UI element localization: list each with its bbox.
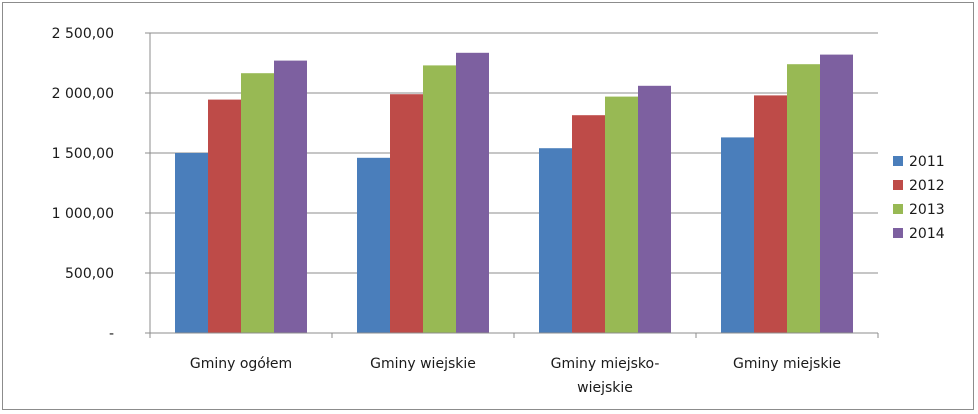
bar-2011-cat-3 bbox=[721, 137, 754, 333]
bar-2013-cat-2 bbox=[605, 96, 638, 333]
y-tick-label: 1 000,00 bbox=[52, 206, 114, 222]
bar-2014-cat-0 bbox=[274, 60, 307, 333]
y-tick-label: 2 500,00 bbox=[52, 26, 114, 42]
legend-label-2014: 2014 bbox=[909, 226, 945, 242]
bar-2014-cat-1 bbox=[456, 52, 489, 334]
legend-label-2012: 2012 bbox=[909, 178, 945, 194]
legend-label-2013: 2013 bbox=[909, 202, 945, 218]
bar-2011-cat-1 bbox=[357, 157, 390, 333]
legend-swatch-2014 bbox=[893, 228, 903, 238]
category-label: Gminy wiejskie bbox=[370, 356, 476, 372]
bar-2013-cat-1 bbox=[423, 65, 456, 334]
bar-2014-cat-3 bbox=[820, 54, 853, 333]
bars bbox=[175, 52, 853, 334]
y-tick-label: 1 500,00 bbox=[52, 146, 114, 162]
legend: 2011 2012 2013 2014 bbox=[893, 154, 945, 242]
legend-label-2011: 2011 bbox=[909, 154, 945, 170]
bar-2011-cat-0 bbox=[175, 153, 208, 333]
y-tick-label: 2 000,00 bbox=[52, 86, 114, 102]
bar-2012-cat-2 bbox=[572, 115, 605, 333]
legend-swatch-2011 bbox=[893, 156, 903, 166]
category-label: Gminy miejskie bbox=[733, 356, 841, 372]
category-labels: Gminy ogółem Gminy wiejskie Gminy miejsko-… bbox=[190, 356, 841, 396]
axes bbox=[145, 32, 879, 338]
bar-2013-cat-0 bbox=[241, 73, 274, 333]
bar-2014-cat-2 bbox=[638, 85, 671, 333]
y-tick-labels: - 500,00 1 000,00 1 500,00 2 000,00 2 500,00 bbox=[52, 26, 114, 342]
category-label: wiejskie bbox=[577, 380, 633, 396]
legend-swatch-2012 bbox=[893, 180, 903, 190]
y-tick-label: 500,00 bbox=[65, 266, 114, 282]
bar-2012-cat-1 bbox=[390, 94, 423, 333]
category-label: Gminy ogółem bbox=[190, 356, 292, 372]
bar-2013-cat-3 bbox=[787, 64, 820, 333]
bar-2012-cat-3 bbox=[754, 95, 787, 334]
legend-swatch-2013 bbox=[893, 204, 903, 214]
bar-2011-cat-2 bbox=[539, 148, 572, 333]
y-tick-label: - bbox=[109, 326, 114, 342]
category-label: Gminy miejsko- bbox=[551, 356, 660, 372]
bar-2012-cat-0 bbox=[208, 99, 241, 333]
